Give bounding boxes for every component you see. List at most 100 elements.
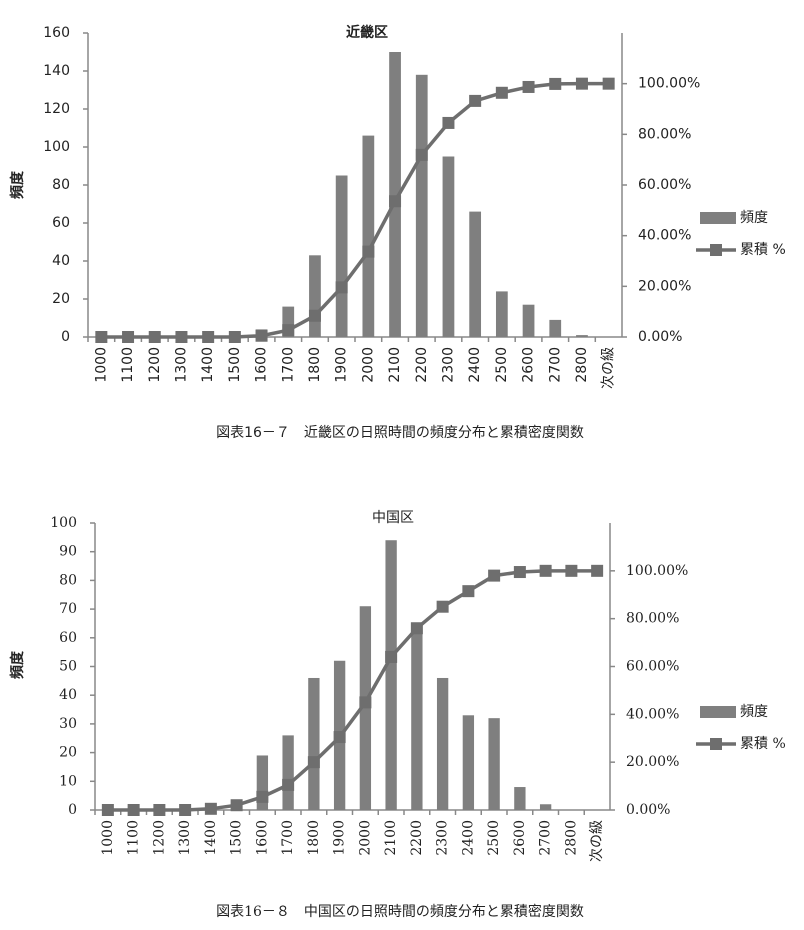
x-tick-label: 1800 [307, 347, 323, 383]
x-tick-label: 1600 [254, 820, 270, 856]
bar [549, 319, 562, 337]
caption: 図表16－８ 中国区の日照時間の頻度分布と累積密度関数 [216, 903, 584, 920]
legend-swatch [710, 244, 722, 256]
cumulative-line [107, 569, 598, 812]
bar [539, 804, 552, 810]
line-marker [122, 331, 135, 343]
chart-title: 中国区 [372, 510, 414, 526]
y-tick-label: 80 [52, 177, 70, 193]
x-tick-label: 1000 [93, 347, 109, 383]
x-tick-label: 1000 [100, 820, 116, 856]
x-tick-label: 2200 [414, 347, 430, 383]
x-tick-label: 1900 [334, 347, 350, 383]
line-marker [95, 331, 108, 343]
x-tick-label: 1900 [332, 820, 348, 856]
x-tick-label: 2700 [538, 820, 554, 856]
x-tick-label: 2800 [563, 820, 579, 856]
bar [411, 629, 423, 810]
line-marker [415, 148, 428, 161]
line-marker [469, 94, 482, 107]
chart-title: 近畿区 [346, 24, 388, 41]
x-tick-label: 次の級 [589, 820, 605, 862]
legend-swatch [710, 738, 722, 750]
x-tick-label: 2500 [494, 347, 510, 383]
legend-swatch [700, 706, 736, 718]
x-tick-label: 1300 [173, 347, 189, 383]
y-tick-label: 100 [50, 515, 77, 531]
y2-tick-label: 0.00% [638, 329, 682, 345]
y-tick-label: 20 [52, 291, 70, 307]
x-tick-label: 1700 [280, 347, 296, 383]
bar [436, 677, 449, 810]
y2-tick-label: 0.00% [626, 802, 670, 818]
bar [576, 335, 588, 337]
line-marker [389, 195, 402, 208]
line-marker [127, 804, 140, 816]
line-marker [204, 802, 217, 815]
y-tick-label: 80 [59, 572, 77, 588]
y-axis-label: 頻度 [9, 650, 26, 679]
x-tick-label: 2600 [521, 347, 537, 383]
y2-tick-label: 100.00% [638, 76, 700, 92]
line-marker [359, 696, 372, 709]
x-tick-label: 1200 [147, 347, 163, 383]
line-marker [591, 564, 604, 577]
line-marker [308, 309, 321, 322]
y2-tick-label: 80.00% [638, 126, 691, 142]
line-marker [335, 281, 348, 294]
x-tick-label: 2300 [440, 347, 456, 383]
line-marker [256, 790, 269, 803]
y2-tick-label: 80.00% [626, 611, 679, 627]
x-tick-label: 1600 [254, 347, 270, 383]
bar [462, 715, 475, 810]
legend-label: 頻度 [740, 704, 768, 720]
line-marker [495, 86, 508, 99]
bar [495, 291, 508, 337]
legend-swatch [700, 212, 736, 224]
y-tick-label: 40 [52, 253, 70, 269]
line-marker [179, 804, 192, 816]
y2-tick-label: 40.00% [638, 228, 691, 244]
x-tick-label: 1400 [203, 820, 219, 856]
y-tick-label: 70 [59, 601, 77, 617]
line-marker [175, 331, 188, 343]
y-tick-label: 140 [43, 63, 70, 79]
line-marker [575, 77, 588, 90]
line-marker [101, 804, 114, 816]
x-tick-label: 2400 [460, 820, 476, 856]
line-marker [362, 245, 375, 258]
line-marker [488, 569, 501, 582]
x-tick-label: 1400 [200, 347, 216, 383]
x-tick-label: 2500 [486, 820, 502, 856]
bar [362, 135, 375, 337]
line-marker [230, 799, 243, 812]
bar [415, 74, 428, 338]
line-marker [462, 585, 475, 598]
line-marker [282, 778, 295, 791]
y-tick-label: 10 [59, 773, 77, 789]
y-tick-label: 20 [59, 745, 77, 761]
y2-tick-label: 20.00% [626, 754, 679, 770]
line-marker [513, 566, 526, 579]
line-marker [228, 331, 241, 343]
bar [282, 306, 295, 337]
x-tick-label: 2000 [360, 347, 376, 383]
y-axis-label: 頻度 [9, 170, 26, 199]
bar [442, 156, 455, 337]
chart: 0 10 20 30 40 50 60 70 80 90 100 0.00% 20.00% 40.00% 6… [9, 510, 786, 920]
x-tick-label: 2100 [383, 820, 399, 856]
y-tick-label: 60 [52, 215, 70, 231]
legend-label: 累積 % [740, 736, 786, 752]
x-tick-label: 2100 [387, 347, 403, 383]
x-tick-label: 2400 [467, 347, 483, 383]
x-tick-label: 2300 [435, 820, 451, 856]
line-marker [333, 731, 346, 744]
bar [488, 718, 500, 810]
x-tick-label: 1200 [151, 820, 167, 856]
x-tick-label: 1500 [229, 820, 245, 856]
bar [335, 175, 348, 337]
cumulative-line [101, 81, 609, 339]
line-marker [153, 804, 166, 816]
line-marker [202, 331, 215, 343]
